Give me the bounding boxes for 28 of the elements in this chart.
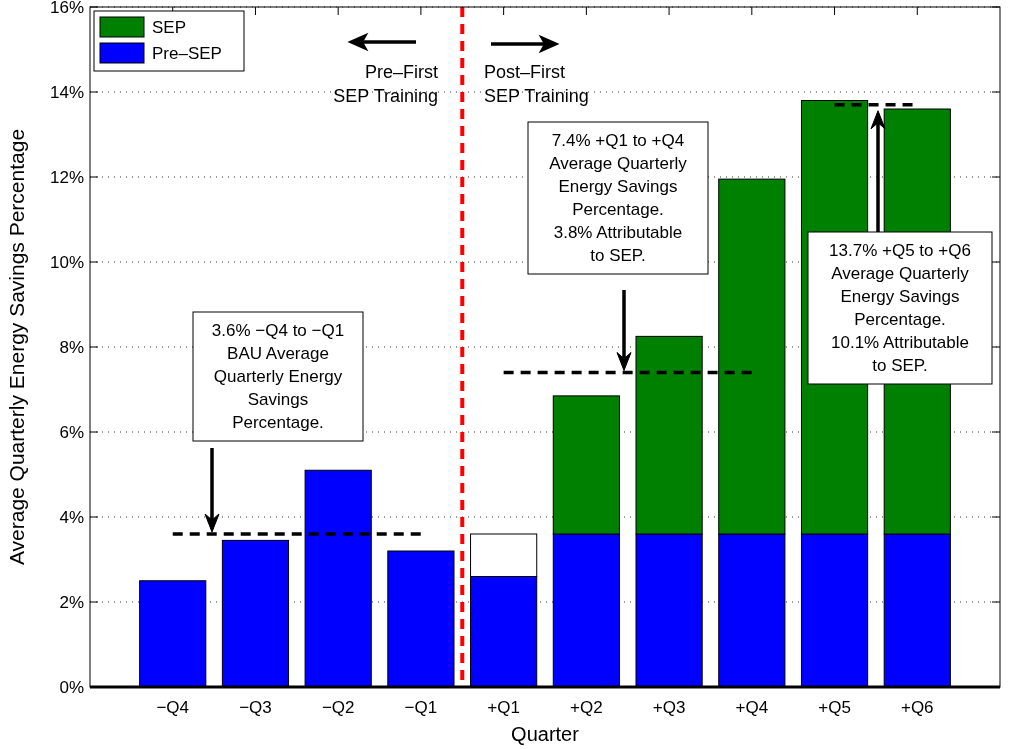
y-tick-label: 14%	[49, 82, 84, 102]
x-tick-label: +Q2	[570, 698, 603, 717]
x-tick-label: −Q1	[404, 698, 438, 717]
x-tick-label: +Q5	[818, 698, 851, 717]
y-tick-label: 4%	[59, 507, 84, 527]
y-tick-label: 16%	[49, 0, 84, 17]
y-tick-label: 8%	[59, 337, 84, 357]
x-tick-label: −Q2	[321, 698, 355, 717]
y-tick-label: 2%	[59, 592, 84, 612]
x-tick-label: +Q4	[735, 698, 769, 717]
y-tick-label: 10%	[49, 252, 84, 272]
x-tick-label: +Q6	[900, 698, 934, 717]
annotation: 7.4% +Q1 to +Q4 Average Quarterly Energy Savings Percentage. 3.8% Attributable to SEP.	[549, 131, 688, 265]
y-tick-label: 6%	[59, 422, 84, 442]
annotation: Post–First SEP Training	[484, 62, 589, 106]
x-tick-label: +Q3	[652, 698, 686, 717]
y-tick-label: 0%	[59, 677, 84, 697]
x-axis-title: Quarter	[511, 723, 580, 745]
annotation: Pre–First SEP Training	[333, 62, 438, 106]
y-tick-label: 12%	[49, 167, 84, 187]
y-axis-title: Average Quarterly Energy Savings Percentage	[5, 128, 28, 566]
annotation: 13.7% +Q5 to +Q6 Average Quarterly Energy Savings Percentage. 10.1% Attributable to SEP.	[829, 241, 971, 375]
x-tick-label: −Q4	[156, 698, 190, 717]
x-tick-label: +Q1	[487, 698, 520, 717]
x-tick-label: −Q3	[239, 698, 272, 717]
legend-label: SEP	[152, 17, 187, 37]
legend-label: Pre–SEP	[152, 43, 222, 63]
annotation: 3.6% −Q4 to −Q1 BAU Average Quarterly Energy Savings Percentage.	[211, 321, 345, 432]
